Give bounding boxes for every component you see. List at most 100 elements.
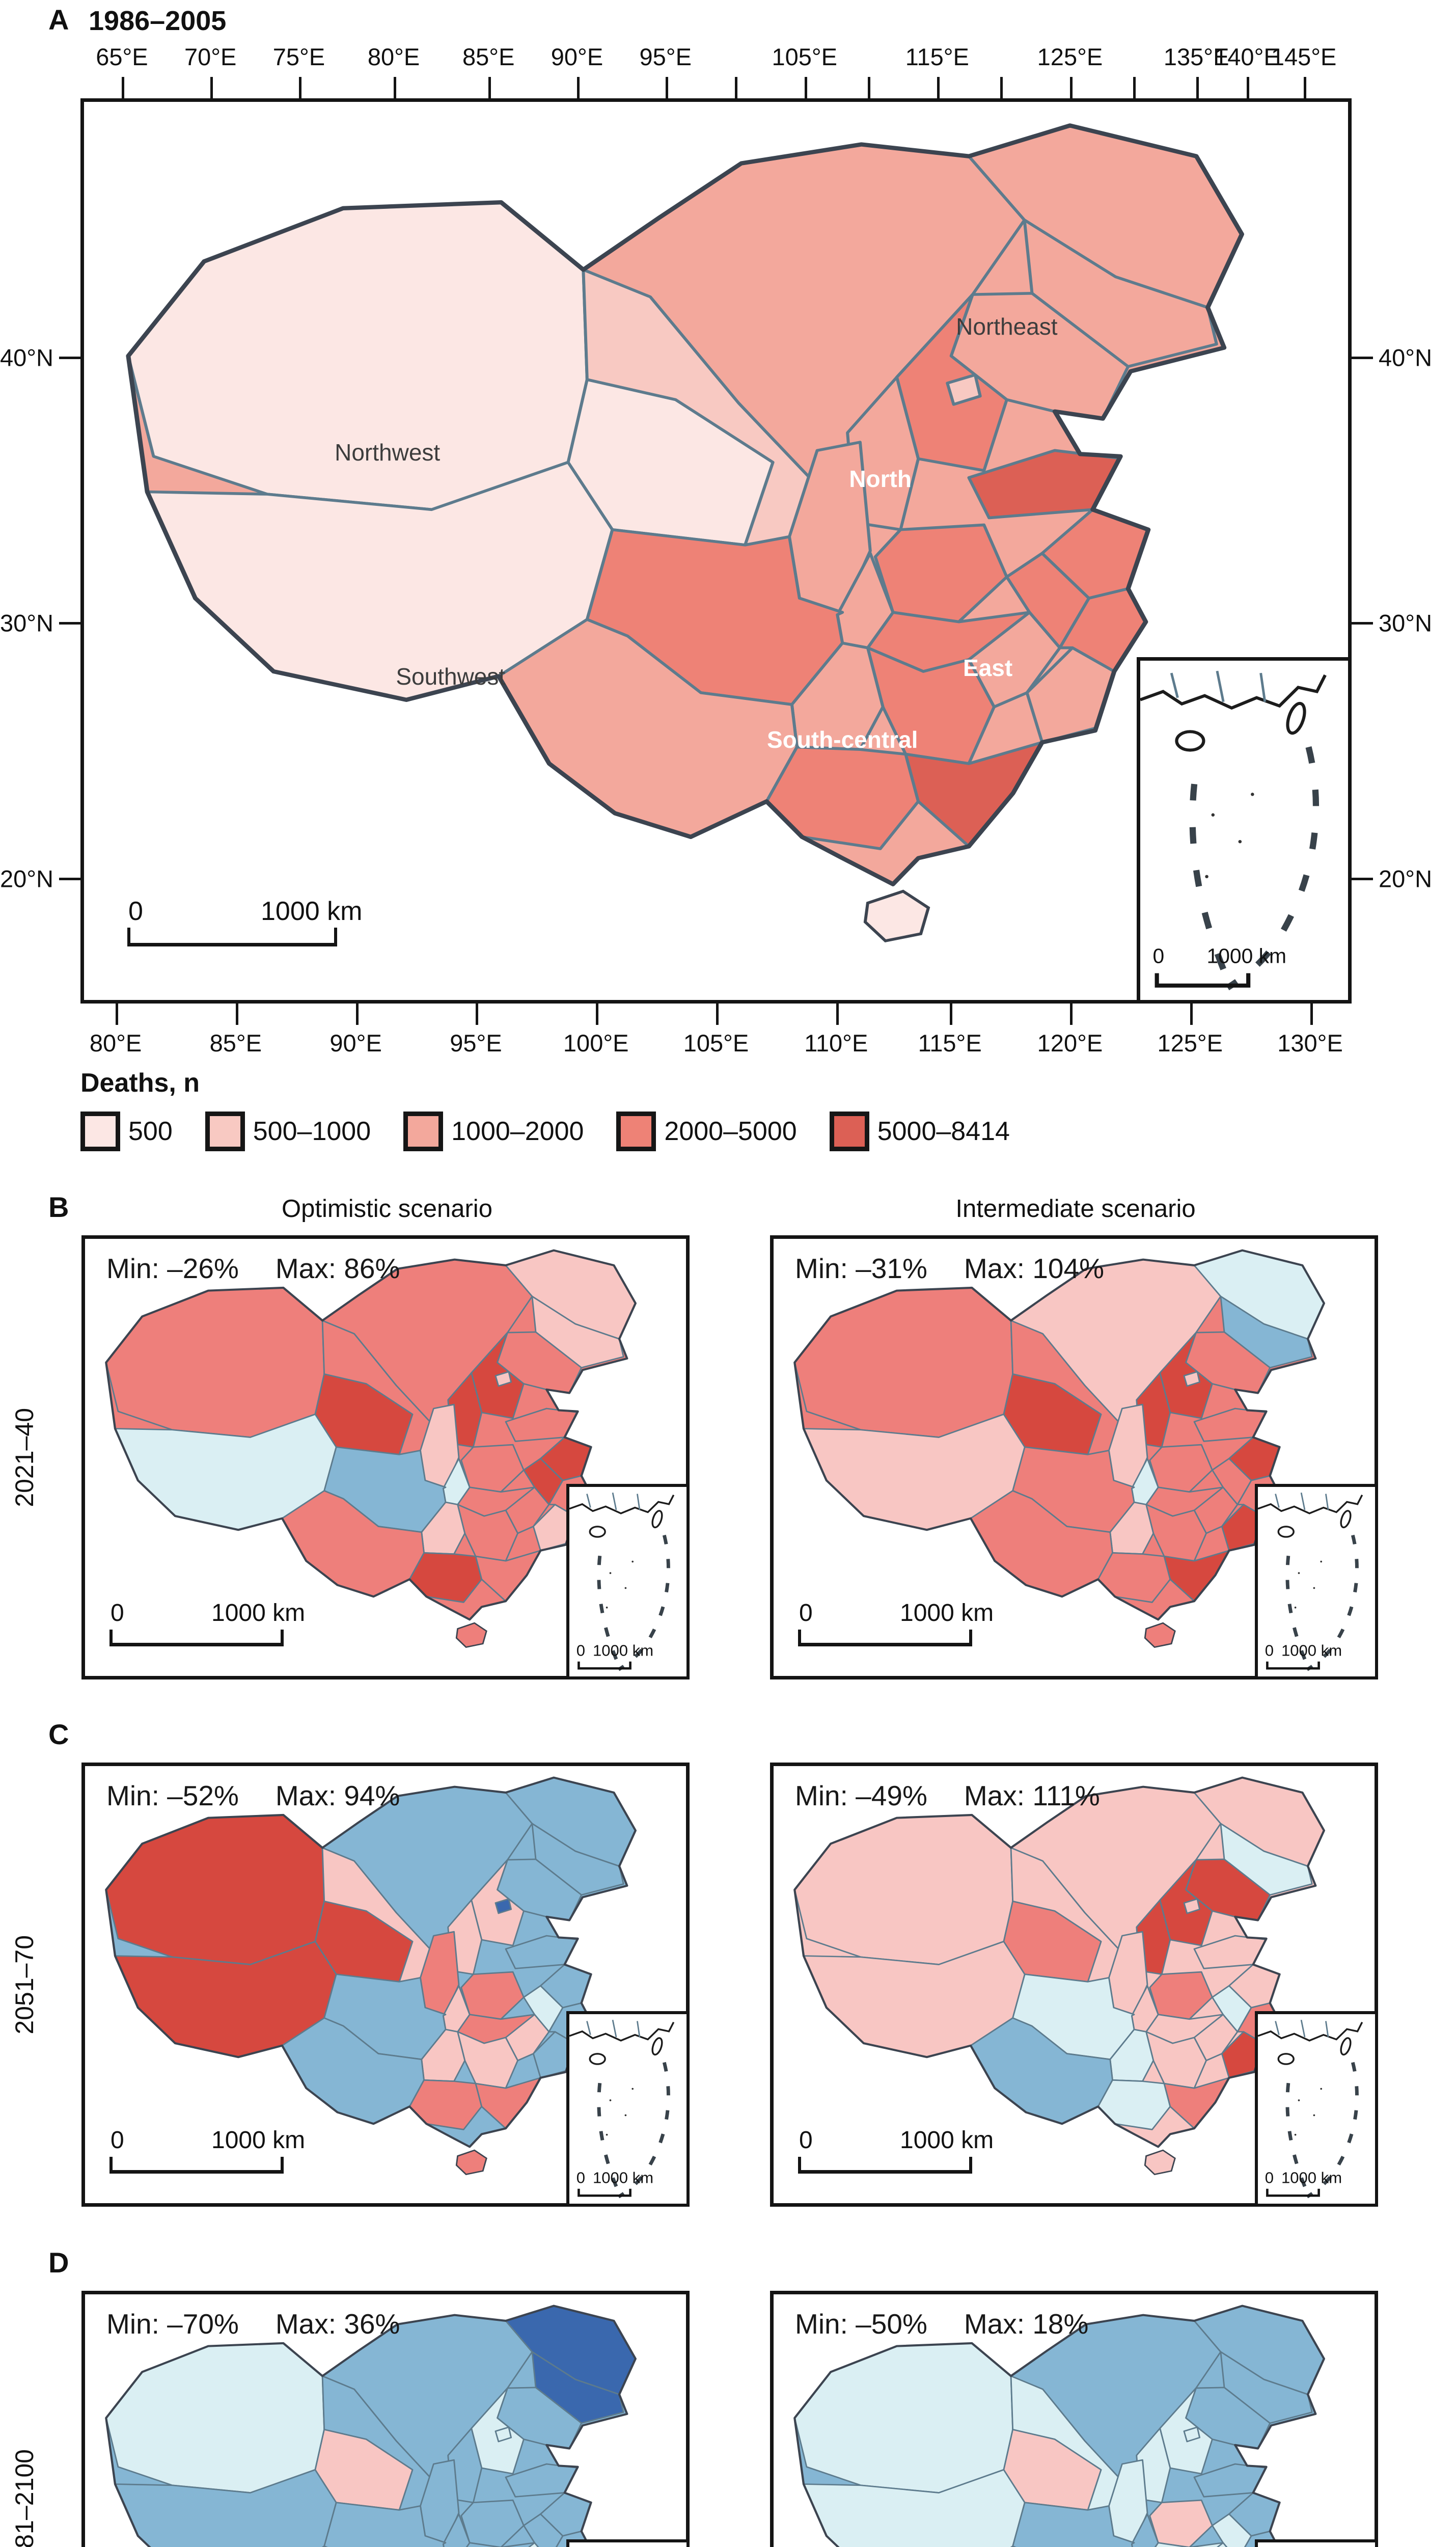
inset-scalebar-distance: 1000 km	[593, 1642, 653, 1660]
scalebar-distance: 1000 km	[900, 1600, 994, 1627]
inset-hainan-outline	[1277, 1526, 1295, 1538]
scalebar-zero: 0	[111, 2127, 124, 2154]
scalebar-zero: 0	[799, 2127, 813, 2154]
top-axis-label: 75°E	[272, 43, 325, 70]
top-axis-label: 115°E	[905, 43, 969, 70]
top-axis-label: 70°E	[184, 43, 237, 70]
china-map-b_int	[793, 1249, 1326, 1648]
panel-d-letter: D	[48, 2246, 69, 2279]
inset-scalebar-zero: 0	[1265, 1642, 1274, 1660]
province-SC	[323, 2502, 447, 2547]
country-outline	[105, 2305, 637, 2547]
top-axis-label: 125°E	[1037, 43, 1103, 70]
panel-a-map	[84, 102, 1348, 1000]
inset-taiwan-outline	[1340, 1510, 1352, 1529]
minmax-stats: Min: –52% Max: 94%	[106, 1779, 400, 1812]
inset-dashed-boundary	[1306, 1534, 1359, 1671]
deaths-legend-title: Deaths, n	[80, 1068, 200, 1098]
inset-taiwan-outline	[1286, 701, 1306, 735]
province-XJ	[794, 2342, 1014, 2494]
bottom-axis-label: 95°E	[450, 1029, 502, 1056]
province-SC	[1012, 2502, 1135, 2547]
legend-label: 500–1000	[253, 1117, 371, 1146]
top-axis-tick	[937, 77, 940, 98]
province-HI	[455, 2149, 487, 2176]
legend-swatch-c5	[829, 1112, 869, 1151]
inset-map: 0 1000 km	[1255, 2011, 1378, 2207]
inset-scalebar-bracket	[578, 1661, 631, 1670]
bottom-axis-tick	[716, 1004, 719, 1025]
province-XJ	[106, 2342, 325, 2494]
left-axis-label: 20°N	[0, 865, 53, 892]
province-HI	[455, 1622, 487, 1648]
top-axis-label: 80°E	[367, 43, 420, 70]
right-axis-label: 40°N	[1379, 344, 1433, 371]
legend-label: 500	[128, 1117, 173, 1146]
region-label-northwest: Northwest	[335, 439, 441, 466]
top-axis-tick	[804, 77, 807, 98]
inset-scalebar-bracket	[1155, 973, 1251, 988]
top-axis-label: 140°E	[1214, 43, 1280, 70]
province-HUN	[457, 2031, 519, 2089]
province-JX	[1193, 1486, 1239, 1534]
province-SH	[1137, 583, 1169, 613]
legend-item: 500	[80, 1112, 173, 1151]
province-BJ	[1183, 2426, 1201, 2443]
left-axis-tick	[59, 877, 80, 880]
left-axis-tick	[59, 357, 80, 360]
legend-item: 1000–2000	[403, 1112, 584, 1151]
top-axis-label: 135°E	[1163, 43, 1229, 70]
province-BJ	[495, 2426, 512, 2443]
map-scalebar: 0 1000 km	[798, 2126, 1002, 2174]
minmax-stats: Min: –31% Max: 104%	[795, 1252, 1104, 1285]
legend-swatch-c3	[403, 1112, 444, 1151]
bottom-axis-label: 80°E	[89, 1029, 142, 1056]
bottom-axis-tick	[355, 1004, 359, 1025]
right-axis-tick	[1352, 621, 1373, 625]
right-axis-label: 30°N	[1379, 609, 1433, 637]
top-axis-tick	[1000, 77, 1003, 98]
right-axis-label: 20°N	[1379, 865, 1433, 892]
max-value: Max: 18%	[964, 2308, 1089, 2340]
bottom-axis-tick	[1310, 1004, 1313, 1025]
province-BJ	[1183, 1898, 1201, 1914]
inset-dashed-boundary	[1306, 2062, 1359, 2199]
top-axis-label: 65°E	[96, 43, 148, 70]
inset-scalebar-zero: 0	[576, 1642, 585, 1660]
inset-map: 0 1000 km	[566, 2011, 690, 2207]
top-axis-label: 90°E	[551, 43, 603, 70]
left-axis-tick	[59, 621, 80, 625]
china-map-d_int	[793, 2305, 1326, 2547]
legend-swatch-c1	[80, 1112, 120, 1151]
bottom-axis-tick	[235, 1004, 238, 1025]
province-JX	[505, 2014, 550, 2062]
scalebar-zero: 0	[111, 1600, 124, 1627]
top-axis-tick	[665, 77, 668, 98]
max-value: Max: 36%	[275, 2308, 400, 2340]
region-label-southwest: Southwest	[396, 663, 506, 690]
top-axis-tick	[298, 77, 301, 98]
inset-scalebar-distance: 1000 km	[1281, 1642, 1342, 1660]
top-axis-tick	[210, 77, 213, 98]
region-label-northeast: Northeast	[956, 313, 1058, 340]
row-period-label: 2051–70	[10, 1935, 39, 2035]
row-period-c: 2051–70	[0, 1763, 49, 2207]
panel-a-letter: A	[48, 4, 69, 36]
region-label-north: North	[849, 466, 912, 493]
inset-scalebar-bracket	[1266, 1661, 1320, 1670]
region-label-south-central: South-central	[766, 726, 918, 753]
bottom-axis-label: 90°E	[329, 1029, 382, 1056]
top-axis-tick	[735, 77, 738, 98]
inset-scalebar-distance: 1000 km	[593, 2169, 653, 2187]
top-axis-tick	[1247, 77, 1250, 98]
country-outline	[793, 1776, 1326, 2148]
inset-taiwan-outline	[651, 2037, 663, 2056]
legend-item: 500–1000	[205, 1112, 371, 1151]
china-map-c_int	[793, 1776, 1326, 2176]
